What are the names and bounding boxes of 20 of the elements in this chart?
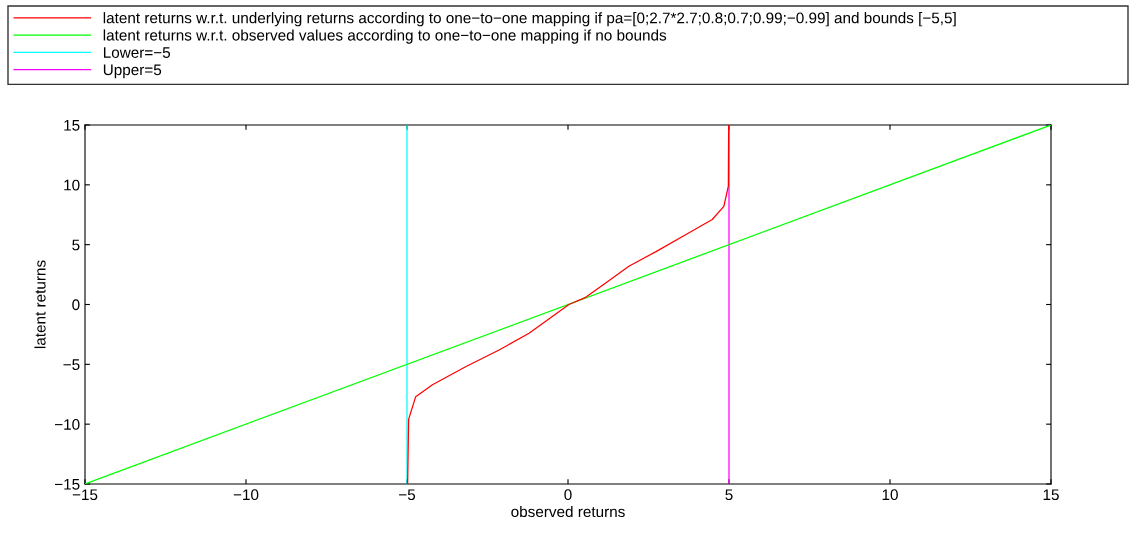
- y-tick-label: −10: [54, 419, 80, 430]
- legend-label: latent returns w.r.t. underlying returns according to one−to−one mapping if pa=[0;2.7*2.7;0.8;0.7;0.99;−0.99] and bounds [−5,5]: [103, 12, 956, 27]
- x-tick-label: 10: [882, 489, 898, 501]
- y-axis-title: latent returns: [34, 260, 46, 349]
- y-tick-label: 5: [72, 239, 80, 251]
- legend-label: Lower=−5: [103, 47, 171, 58]
- y-tick-label: −5: [63, 359, 80, 371]
- x-axis-title: observed returns: [511, 505, 625, 518]
- y-tick-label: −15: [54, 479, 80, 490]
- y-tick-label: 0: [72, 299, 80, 311]
- y-tick-label: 15: [64, 120, 80, 131]
- legend-label: latent returns w.r.t. observed values according to one−to−one mapping if no bounds: [103, 29, 667, 44]
- x-tick-label: 15: [1043, 489, 1059, 501]
- y-tick-label: 10: [64, 179, 80, 191]
- line-series: [407, 125, 730, 484]
- x-tick-label: −5: [399, 489, 416, 501]
- legend-label: Upper=5: [103, 64, 162, 79]
- x-tick-label: 5: [725, 489, 733, 501]
- x-tick-label: 0: [564, 489, 572, 501]
- x-tick-label: −10: [233, 489, 259, 501]
